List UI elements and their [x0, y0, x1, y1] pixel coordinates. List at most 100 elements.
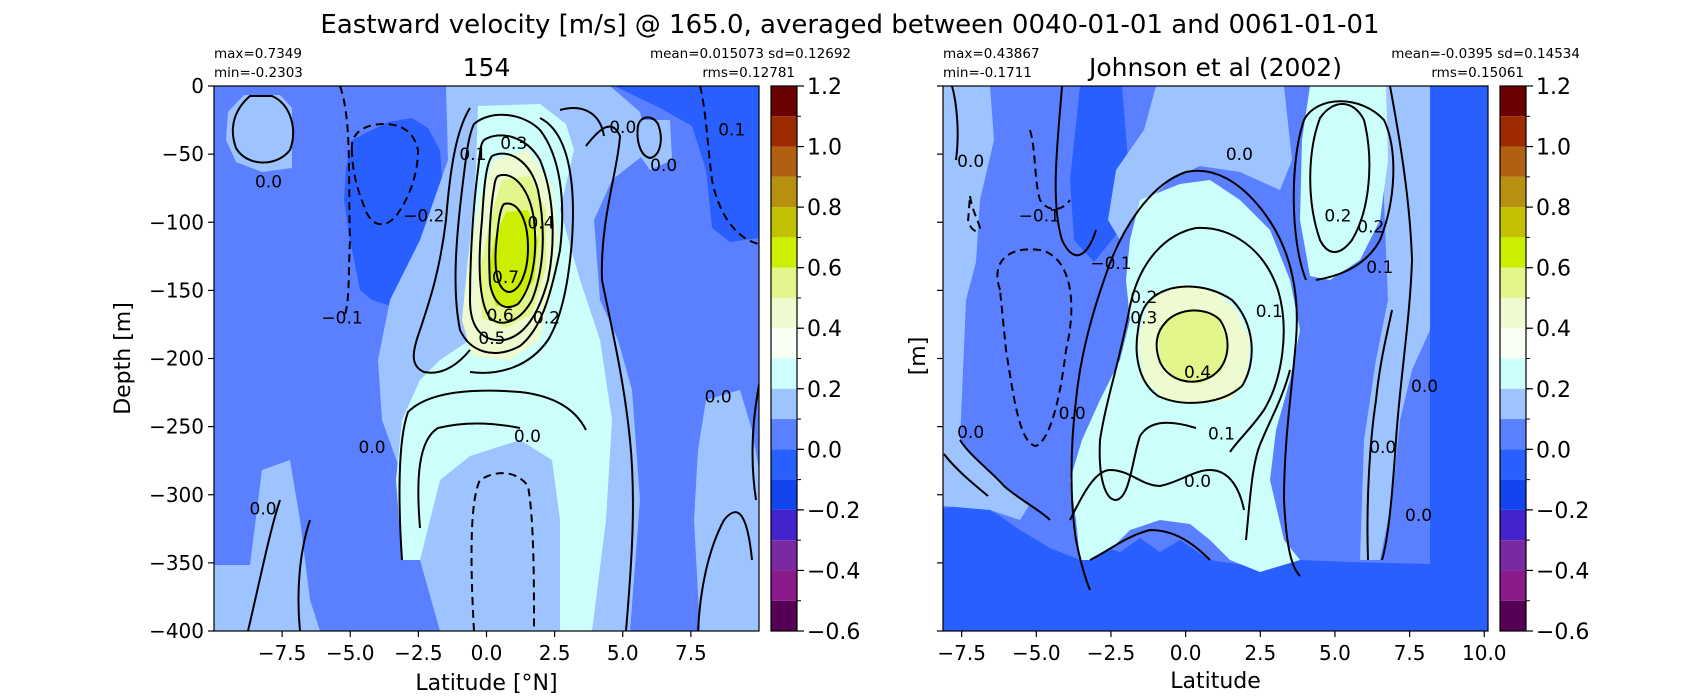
contour-label: 0.1: [459, 145, 486, 165]
panel-b-title: Johnson et al (2002): [1087, 53, 1342, 82]
panel-a-core: [488, 210, 538, 306]
colorbar-tick-label: −0.6: [807, 620, 860, 645]
panel-b-contour-neg-dashed-2: [1029, 129, 1071, 210]
panel-a-contour-0.1-plume: [559, 107, 605, 137]
colorbar-tick-label: 0.2: [1536, 378, 1571, 403]
panel-b-contour-neg-dashed-3: [966, 195, 982, 232]
contour-label: 0.6: [487, 306, 514, 326]
xtick-label: 2.5: [539, 641, 571, 665]
contour-label: 0.0: [957, 423, 984, 443]
panel-a-contour-0.2-plume: [585, 125, 634, 631]
panel-b-contours: [943, 86, 1414, 591]
colorbar-swatch: [1500, 86, 1526, 117]
panel-a-contour-labels: 0.0 −0.2 −0.1 0.1 0.3 0.4 0.7 0.6 0.5 0.2 0.0 0.0 0.…: [250, 118, 746, 520]
ytick-label: −400: [149, 619, 204, 643]
panel-b-contour-0.0-bottom: [1089, 528, 1211, 561]
panel-b-ticks: −7.5 −5.0 −2.5 0.0 2.5 5.0 7.5 10.0: [937, 85, 1507, 665]
contour-label: −0.2: [403, 206, 444, 226]
contour-label: 0.0: [1411, 377, 1438, 397]
xtick-label: 0.0: [1170, 641, 1202, 665]
contour-label: −0.1: [1019, 206, 1060, 226]
xtick-label: −7.5: [937, 641, 986, 665]
colorbar-b: 1.2 1.0 0.8 0.6 0.4 0.2 0.0 −0.2 −0.4 −0.6: [1499, 75, 1589, 645]
colorbar-swatch: [771, 540, 797, 571]
contour-label: 0.1: [1366, 258, 1393, 278]
panel-a-xlabel: Latitude [°N]: [415, 671, 557, 696]
panel-a-contour-0.2-right: [469, 117, 574, 374]
colorbar-tick-label: 0.6: [1536, 257, 1571, 282]
contour-label: 0.0: [250, 499, 277, 519]
colorbar-swatch: [771, 600, 797, 631]
panel-154: max=0.7349 min=-0.2303 mean=0.015073 sd=…: [111, 46, 851, 696]
colorbar-tick-label: −0.2: [807, 499, 860, 524]
panel-b-contour-west-0.0: [951, 86, 959, 161]
panel-b-contour-0.1-outer: [1103, 169, 1301, 577]
colorbar-swatch: [771, 237, 797, 268]
panel-b-contour-east-0.0-2: [1366, 309, 1393, 561]
xtick-label: −2.5: [1087, 641, 1136, 665]
panel-a-contour-0.0-band: [398, 389, 587, 561]
colorbar-swatch: [771, 570, 797, 601]
colorbar-swatch: [1500, 479, 1526, 510]
contour-label: 0.0: [705, 388, 732, 408]
contour-label: 0.0: [1184, 472, 1211, 492]
colorbar-tick-label: 0.8: [807, 196, 842, 221]
contour-label: 0.4: [527, 213, 554, 233]
contour-label: 0.7: [492, 268, 519, 288]
xtick-label: 2.5: [1244, 641, 1276, 665]
contour-label: 0.3: [500, 134, 527, 154]
panel-b-deep-neg: [943, 86, 1488, 631]
colorbar-swatch: [771, 328, 797, 359]
colorbar-swatch: [1500, 116, 1526, 147]
colorbar-swatch: [771, 146, 797, 177]
panel-b-stats-mean-sd: mean=-0.0395 sd=0.14534: [1391, 46, 1580, 62]
contour-label: 0.0: [359, 438, 386, 458]
panel-b-contour-0.0-wide: [959, 439, 1051, 521]
colorbar-swatch: [771, 388, 797, 420]
colorbar-swatch: [1500, 388, 1526, 420]
panel-b-core: [1158, 308, 1228, 384]
ytick-label: −300: [149, 483, 204, 507]
panel-b-contour-east-0.2: [1309, 103, 1371, 253]
panel-a-stats-min: min=-0.2303: [214, 65, 303, 81]
panel-a-weak-pos-tongue: [396, 104, 612, 631]
xtick-label: −2.5: [394, 641, 443, 665]
contour-label: 0.0: [1405, 506, 1432, 526]
panel-b-stats-max: max=0.43867: [943, 46, 1040, 62]
panel-b-zero-mid: [1108, 86, 1292, 240]
xtick-label: 0.0: [471, 641, 503, 665]
panel-a-contours: [231, 86, 759, 631]
contour-label: 0.1: [1208, 424, 1235, 444]
colorbar-swatch: [771, 479, 797, 510]
panel-a-field: [214, 86, 759, 631]
panel-b-zero-east: [1360, 86, 1430, 560]
contour-label: 0.0: [650, 156, 677, 176]
panel-a-contour-east-dashed: [699, 86, 759, 245]
panel-b-contour-labels: 0.0−0.10.0−0.10.20.30.40.10.10.00.00.00.…: [957, 145, 1438, 526]
ytick-label: −350: [149, 551, 204, 575]
colorbar-swatch: [771, 419, 797, 450]
colorbar-tick-label: −0.4: [807, 559, 860, 584]
colorbar-swatch: [1500, 358, 1526, 389]
panel-a-zero-patch-east: [636, 120, 672, 170]
contour-label: 0.0: [1226, 145, 1253, 165]
figure-suptitle: Eastward velocity [m/s] @ 165.0, average…: [320, 10, 1379, 40]
colorbar-swatch: [771, 176, 797, 208]
contour-label: 0.0: [609, 118, 636, 138]
panel-b-contour-0.0-right: [1245, 369, 1291, 541]
colorbar-swatch: [1500, 600, 1526, 631]
colorbar-swatch: [1500, 509, 1526, 541]
ytick-label: −250: [149, 415, 204, 439]
panel-a-contour-deep-dashed: [470, 472, 535, 631]
panel-b-contour-east-0.1: [1292, 100, 1395, 281]
contour-label: 0.0: [255, 172, 282, 192]
contour-label: 0.2: [1357, 217, 1384, 237]
panel-a-stats-rms: rms=0.12781: [702, 65, 795, 81]
contour-label: −0.1: [321, 309, 362, 329]
colorbar-swatch: [1500, 449, 1526, 480]
colorbar-swatch: [771, 449, 797, 480]
colorbar-tick-label: 1.0: [1536, 136, 1571, 161]
colorbar-swatch: [1500, 176, 1526, 208]
panel-b-contour-0.0-mid: [1069, 468, 1245, 521]
ytick-label: −50: [162, 142, 204, 166]
